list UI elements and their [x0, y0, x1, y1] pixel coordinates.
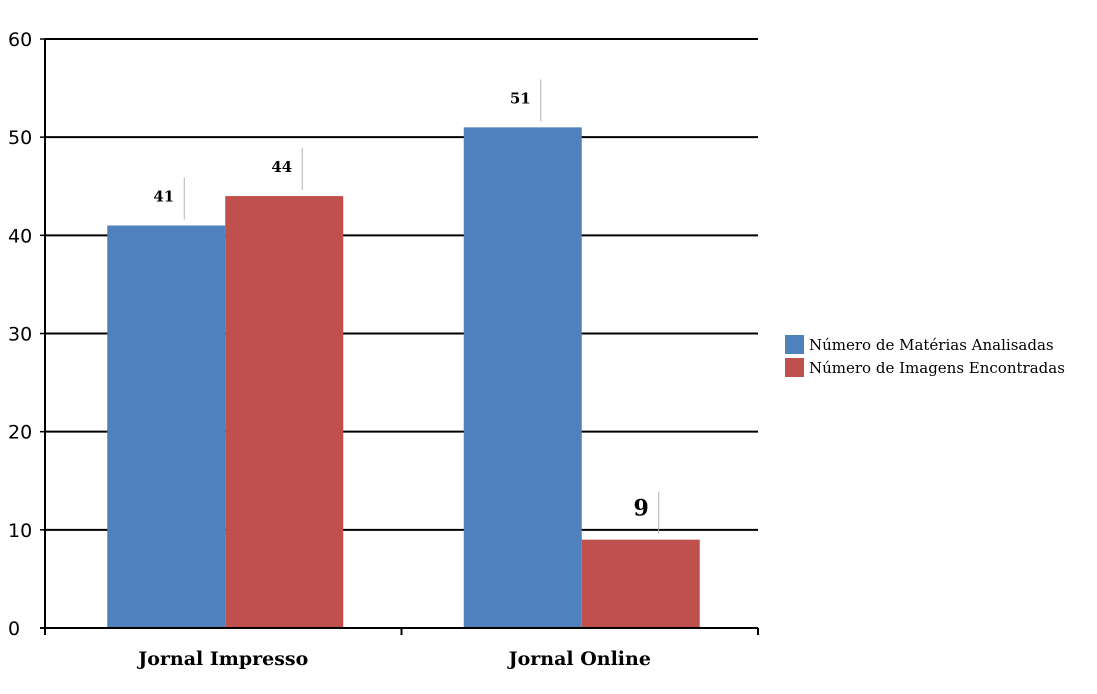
y-tick-label: 60	[8, 29, 32, 51]
data-label: 44	[271, 158, 292, 176]
data-label: 41	[153, 188, 174, 206]
axes	[40, 38, 759, 635]
bar-imagens-online	[581, 539, 700, 628]
y-tick-label: 0	[8, 618, 20, 640]
y-tick-label: 30	[8, 324, 32, 346]
labels: 0 10 20 30 40 50 60 41 44 Jornal Impresso 51 9 Jorna…	[8, 29, 660, 670]
x-category-label: Jornal Online	[507, 648, 651, 670]
legend-label: Número de Matérias Analisadas	[809, 335, 1054, 354]
x-category-label: Jornal Impresso	[136, 648, 308, 670]
bar-materias-online	[463, 127, 582, 628]
y-tick-label: 40	[8, 225, 32, 247]
bar-materias-impresso	[107, 225, 226, 628]
y-tick-label: 20	[8, 422, 32, 444]
y-tick-label: 50	[8, 127, 32, 149]
legend-swatch	[785, 335, 804, 354]
legend-label: Número de Imagens Encontradas	[809, 358, 1065, 377]
data-label: 9	[633, 496, 648, 522]
legend-item: Número de Imagens Encontradas	[785, 356, 1065, 379]
bars	[107, 127, 700, 629]
data-label: 51	[510, 89, 531, 107]
legend-item: Número de Matérias Analisadas	[785, 333, 1065, 356]
chart-legend: Número de Matérias Analisadas Número de I…	[785, 333, 1065, 379]
legend-swatch	[785, 358, 804, 377]
y-tick-label: 10	[8, 520, 32, 542]
bar-imagens-impresso	[225, 196, 344, 629]
